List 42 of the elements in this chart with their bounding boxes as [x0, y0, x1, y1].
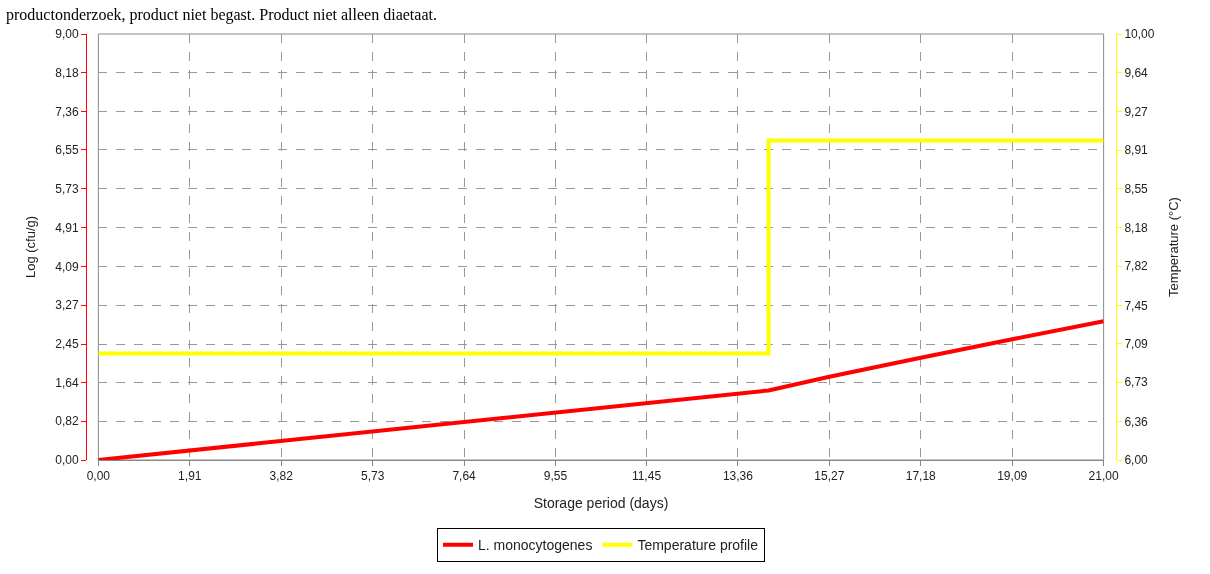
y2-tick-label: 7,82 [1124, 259, 1149, 274]
x-tick-label: 17,18 [905, 469, 937, 484]
y-tick-label: 2,45 [55, 337, 79, 352]
x-tick-label: 13,36 [722, 469, 754, 484]
x-tick-label: 19,09 [997, 469, 1028, 484]
x-tick-label: 15,27 [814, 469, 845, 484]
y-axis-title: Log (cfu/g) [23, 215, 39, 279]
y2-tick-label: 8,18 [1124, 221, 1149, 236]
x-tick-label: 3,82 [269, 469, 294, 484]
x-tick-label: 9,55 [543, 469, 568, 484]
y-tick-label: 7,36 [55, 104, 79, 119]
y2-tick-label: 6,73 [1124, 375, 1149, 390]
y-tick-label: 0,00 [55, 453, 79, 468]
y-tick-label: 0,82 [55, 414, 79, 429]
y2-tick-label: 6,36 [1124, 414, 1149, 429]
y-tick-label: 9,00 [55, 27, 79, 42]
y2-tick-label: 7,09 [1124, 337, 1149, 352]
y-tick-label: 1,64 [55, 375, 79, 390]
x-tick-label: 5,73 [360, 469, 385, 484]
y2-tick-label: 9,64 [1124, 65, 1149, 80]
x-tick-label: 1,91 [178, 469, 202, 484]
y-tick-label: 5,73 [55, 181, 79, 196]
x-tick-label: 11,45 [631, 469, 662, 484]
legend-label: L. monocytogenes [478, 537, 593, 554]
y2-tick-label: 10,00 [1124, 27, 1155, 42]
y-tick-label: 6,55 [55, 143, 79, 158]
y2-axis-title: Temperature (°C) [1166, 197, 1182, 297]
x-tick-label: 21,00 [1088, 469, 1119, 484]
y2-tick-label: 7,45 [1124, 298, 1149, 313]
y-tick-label: 8,18 [55, 66, 79, 81]
text: productonderzoek, product niet begast. Product niet alleen diaetaat. [6, 6, 437, 24]
y2-tick-label: 9,27 [1124, 104, 1149, 119]
legend-label: Temperature profile [637, 537, 759, 554]
y-tick-label: 3,27 [55, 298, 79, 313]
y2-tick-label: 8,91 [1124, 143, 1149, 158]
x-axis-title: Storage period (days) [533, 494, 669, 511]
y-tick-label: 4,09 [55, 259, 79, 274]
y-tick-label: 4,91 [55, 220, 79, 235]
x-tick-label: 0,00 [86, 469, 111, 484]
x-tick-label: 7,64 [452, 469, 477, 484]
y2-tick-label: 6,00 [1124, 453, 1149, 468]
y2-tick-label: 8,55 [1124, 181, 1149, 196]
